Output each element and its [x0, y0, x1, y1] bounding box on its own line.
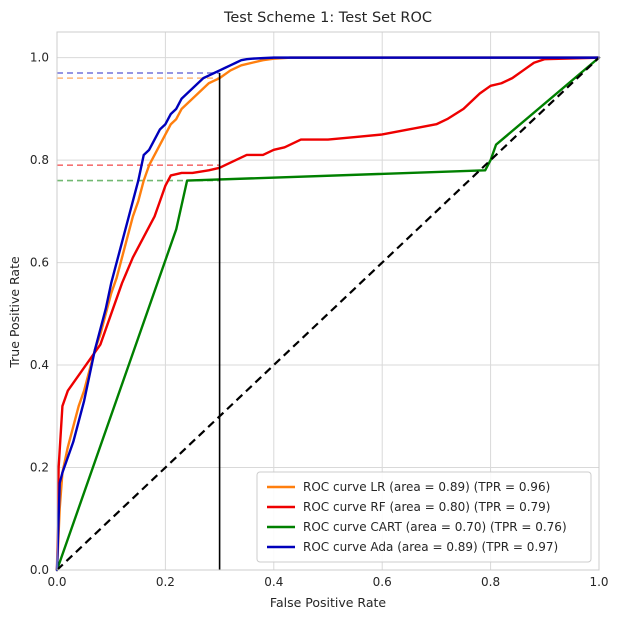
y-tick-label: 0.8: [30, 153, 49, 167]
legend-label-rf: ROC curve RF (area = 0.80) (TPR = 0.79): [303, 500, 550, 514]
y-tick-label: 0.2: [30, 461, 49, 475]
roc-curve-ada: [55, 56, 601, 572]
legend-label-lr: ROC curve LR (area = 0.89) (TPR = 0.96): [303, 480, 550, 494]
legend-label-cart: ROC curve CART (area = 0.70) (TPR = 0.76…: [303, 520, 567, 534]
tick-labels: 0.0 0.2 0.4 0.6 0.8 1.0 0.0 0.2 0.4 0.6 0.8 1.0: [30, 51, 609, 589]
y-tick-label: 0.4: [30, 358, 49, 372]
roc-curve-rf: [55, 56, 601, 572]
overlay-layer: [56, 56, 600, 571]
x-tick-label: 0.4: [264, 575, 283, 589]
y-axis-label: True Positive Rate: [7, 256, 22, 369]
y-tick-label: 0.0: [30, 563, 49, 577]
series-layer: [55, 56, 601, 572]
y-tick-label: 1.0: [30, 51, 49, 65]
x-tick-label: 0.2: [156, 575, 175, 589]
x-tick-label: 0.6: [373, 575, 392, 589]
chance-diagonal-line: [56, 56, 600, 571]
x-tick-label: 0.0: [47, 575, 66, 589]
legend-box: [256, 471, 592, 563]
x-tick-label: 0.8: [481, 575, 500, 589]
legend: ROC curve LR (area = 0.89) (TPR = 0.96) R…: [256, 471, 592, 563]
y-tick-label: 0.6: [30, 256, 49, 270]
roc-curve-cart: [55, 56, 601, 572]
x-axis-label: False Positive Rate: [270, 595, 386, 610]
plot-frame: [56, 31, 600, 571]
legend-label-ada: ROC curve Ada (area = 0.89) (TPR = 0.97): [303, 540, 558, 554]
chart-title: Test Scheme 1: Test Set ROC: [223, 10, 432, 26]
x-tick-label: 1.0: [589, 575, 608, 589]
